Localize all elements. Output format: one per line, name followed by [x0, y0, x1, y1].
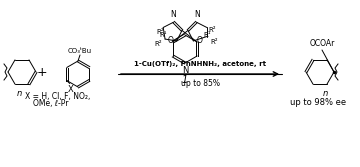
Text: R²: R² [154, 41, 162, 47]
Text: R¹: R¹ [159, 32, 167, 38]
Text: R¹: R¹ [203, 32, 211, 38]
Text: OMe, ℓ-Pr: OMe, ℓ-Pr [33, 99, 68, 108]
Text: +: + [37, 65, 47, 78]
Text: n: n [16, 89, 22, 98]
Text: X: X [68, 85, 73, 94]
Text: up to 98% ee: up to 98% ee [290, 98, 346, 107]
Text: X = H, Cl, F, NO₂,: X = H, Cl, F, NO₂, [25, 92, 90, 101]
Text: n: n [322, 89, 328, 98]
Text: 1: 1 [182, 75, 188, 85]
Text: O: O [168, 36, 174, 45]
Text: R²: R² [208, 27, 216, 33]
Text: N: N [194, 10, 200, 19]
Text: up to 85%: up to 85% [180, 79, 220, 88]
Text: R²: R² [156, 29, 164, 35]
Text: N: N [182, 66, 188, 75]
Text: OCOAr: OCOAr [309, 39, 335, 48]
Text: CO₃ᵗBu: CO₃ᵗBu [68, 48, 92, 54]
Text: N: N [170, 10, 176, 19]
Text: O: O [196, 36, 202, 45]
Text: R²: R² [210, 39, 217, 45]
Text: 1-Cu(OTf)₂, PhNHNH₂, acetone, rt: 1-Cu(OTf)₂, PhNHNH₂, acetone, rt [134, 61, 266, 67]
